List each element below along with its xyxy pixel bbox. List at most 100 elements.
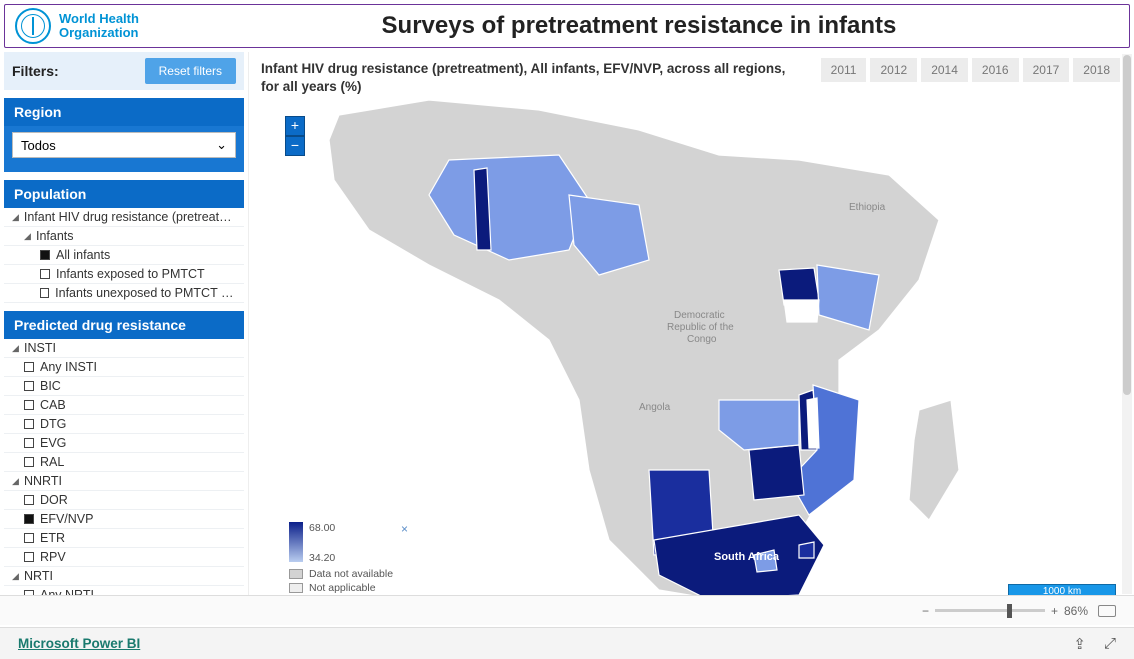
zoom-out-icon[interactable]: − xyxy=(922,604,929,618)
legend-np-label: Not applicable xyxy=(309,582,376,594)
group-label: NNRTI xyxy=(24,474,62,488)
label-drc-2: Republic of the xyxy=(667,322,734,333)
lake-malawi[interactable] xyxy=(807,398,819,448)
legend-mid: 34.20 xyxy=(309,552,335,564)
population-root[interactable]: ◢ Infant HIV drug resistance (pretreatm… xyxy=(4,208,244,227)
checkbox-icon xyxy=(24,362,34,372)
zoom-percent: 86% xyxy=(1064,604,1088,618)
drug-option[interactable]: DOR xyxy=(4,491,244,510)
fullscreen-icon[interactable]: ⤢ xyxy=(1104,635,1116,653)
group-label: INSTI xyxy=(24,341,56,355)
drug-group[interactable]: ◢ NNRTI xyxy=(4,472,244,491)
region-zimbabwe[interactable] xyxy=(749,445,804,500)
drug-label: RPV xyxy=(40,550,66,564)
infants-node[interactable]: ◢ Infants xyxy=(4,227,244,246)
region-selected: Todos xyxy=(21,138,56,153)
drug-label: ETR xyxy=(40,531,65,545)
checkbox-icon xyxy=(40,288,49,298)
main-area: Filters: Reset filters Region Todos ⌄ Po… xyxy=(0,52,1134,608)
population-tree: ◢ Infant HIV drug resistance (pretreatm…… xyxy=(4,208,244,303)
checkbox-icon xyxy=(24,438,34,448)
collapse-icon: ◢ xyxy=(12,476,20,487)
year-tab[interactable]: 2016 xyxy=(972,58,1019,82)
slider-thumb[interactable] xyxy=(1007,604,1012,618)
region-dropdown[interactable]: Todos ⌄ xyxy=(12,132,236,158)
reset-filters-button[interactable]: Reset filters xyxy=(145,58,236,84)
map-legend: × 68.00 34.20 Data not available Not app… xyxy=(289,522,393,594)
population-option[interactable]: Infants unexposed to PMTCT or wi… xyxy=(4,284,244,303)
region-panel: Region Todos ⌄ xyxy=(4,98,244,172)
drug-option[interactable]: ETR xyxy=(4,529,244,548)
who-logo-text: World Health Organization xyxy=(59,12,139,41)
checkbox-icon xyxy=(40,250,50,260)
share-icon[interactable]: ⇪ xyxy=(1073,635,1086,653)
population-root-label: Infant HIV drug resistance (pretreatm… xyxy=(24,210,238,224)
year-tab[interactable]: 2011 xyxy=(821,58,867,82)
label-angola: Angola xyxy=(639,402,671,413)
zoom-in-icon[interactable]: + xyxy=(1051,604,1058,618)
drug-option[interactable]: DTG xyxy=(4,415,244,434)
org-name-line1: World Health xyxy=(59,12,139,26)
label-drc-3: Congo xyxy=(687,334,717,345)
checkbox-icon xyxy=(24,552,34,562)
drug-option[interactable]: RPV xyxy=(4,548,244,567)
vertical-scrollbar[interactable] xyxy=(1122,54,1132,594)
drug-option[interactable]: RAL xyxy=(4,453,244,472)
legend-swatch-na xyxy=(289,569,303,579)
filters-label: Filters: xyxy=(12,63,59,79)
checkbox-icon xyxy=(24,419,34,429)
checkbox-icon xyxy=(24,533,34,543)
region-madagascar[interactable] xyxy=(909,400,959,520)
drug-label: BIC xyxy=(40,379,61,393)
header-bar: World Health Organization Surveys of pre… xyxy=(4,4,1130,48)
zoom-slider[interactable]: − + 86% xyxy=(922,604,1088,618)
drug-option[interactable]: BIC xyxy=(4,377,244,396)
lake-victoria[interactable] xyxy=(784,300,819,322)
checkbox-icon xyxy=(24,457,34,467)
drug-label: EVG xyxy=(40,436,66,450)
collapse-icon: ◢ xyxy=(12,571,20,582)
drug-label: RAL xyxy=(40,455,64,469)
drug-option[interactable]: EVG xyxy=(4,434,244,453)
drug-group[interactable]: ◢ NRTI xyxy=(4,567,244,586)
drug-label: Any INSTI xyxy=(40,360,97,374)
region-eswatini[interactable] xyxy=(799,542,814,558)
label-south-africa: South Africa xyxy=(714,551,780,563)
group-label: NRTI xyxy=(24,569,53,583)
year-tab[interactable]: 2014 xyxy=(921,58,968,82)
legend-swatch-np xyxy=(289,583,303,593)
zoom-footer: − + 86% xyxy=(0,595,1134,625)
year-tab[interactable]: 2018 xyxy=(1073,58,1120,82)
drug-group[interactable]: ◢INSTI xyxy=(4,339,244,358)
label-ethiopia: Ethiopia xyxy=(849,202,886,213)
population-panel: Population ◢ Infant HIV drug resistance … xyxy=(4,180,244,303)
year-tab[interactable]: 2017 xyxy=(1023,58,1070,82)
year-tabs: 201120122014201620172018 xyxy=(821,58,1120,82)
drug-option[interactable]: CAB xyxy=(4,396,244,415)
drug-label: EFV/NVP xyxy=(40,512,94,526)
option-label: All infants xyxy=(56,248,110,262)
slider-track[interactable] xyxy=(935,609,1045,612)
scrollbar-thumb[interactable] xyxy=(1123,55,1131,395)
year-tab[interactable]: 2012 xyxy=(870,58,917,82)
drug-option[interactable]: Any INSTI xyxy=(4,358,244,377)
region-heading: Region xyxy=(4,98,244,126)
powerbi-bar: Microsoft Power BI ⇪ ⤢ xyxy=(0,627,1134,659)
fit-to-page-icon[interactable] xyxy=(1098,605,1116,617)
population-option[interactable]: Infants exposed to PMTCT xyxy=(4,265,244,284)
checkbox-icon xyxy=(40,269,50,279)
population-option[interactable]: All infants xyxy=(4,246,244,265)
collapse-icon: ◢ xyxy=(12,212,20,223)
legend-gradient xyxy=(289,522,303,562)
checkbox-icon xyxy=(24,400,34,410)
legend-close-icon[interactable]: × xyxy=(401,522,408,536)
africa-base[interactable] xyxy=(329,100,939,600)
resistance-panel: Predicted drug resistance ◢INSTIAny INST… xyxy=(4,311,244,643)
legend-na-label: Data not available xyxy=(309,568,393,580)
drug-option[interactable]: EFV/NVP xyxy=(4,510,244,529)
chevron-down-icon: ⌄ xyxy=(216,137,227,153)
powerbi-link[interactable]: Microsoft Power BI xyxy=(18,636,140,651)
who-logo-icon xyxy=(15,8,51,44)
checkbox-icon xyxy=(24,381,34,391)
label-drc-1: Democratic xyxy=(674,310,725,321)
